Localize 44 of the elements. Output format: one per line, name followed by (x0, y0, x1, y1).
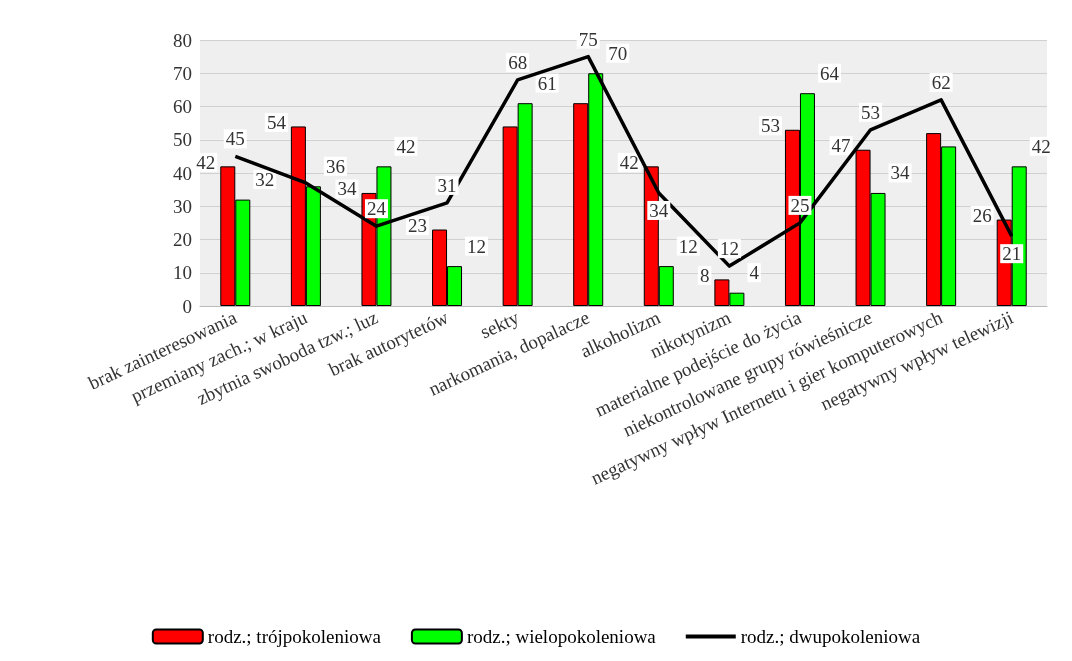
y-tick-label: 60 (173, 96, 192, 117)
data-label: 34 (649, 199, 669, 221)
data-label: 32 (255, 169, 275, 191)
data-label: 34 (337, 178, 357, 200)
data-label: 21 (1002, 243, 1022, 265)
data-label: 53 (861, 101, 881, 123)
y-tick-label: 20 (173, 229, 192, 250)
data-label: 42 (619, 151, 639, 173)
legend-label: rodz.; dwupokoleniowa (740, 626, 921, 647)
data-label: 62 (931, 71, 951, 93)
data-label: 70 (608, 42, 628, 64)
data-label: 45 (225, 128, 245, 150)
data-label: 34 (890, 162, 911, 184)
data-label: 23 (408, 215, 428, 237)
data-label: 42 (396, 135, 416, 157)
data-label: 12 (719, 238, 739, 260)
legend-label: rodz.; wielopokoleniowa (466, 626, 657, 647)
data-label: 24 (366, 198, 387, 220)
data-label: 26 (972, 205, 992, 227)
data-label: 64 (819, 62, 840, 84)
data-label: 31 (437, 174, 457, 196)
y-tick-label: 40 (173, 162, 192, 184)
data-label: 4 (749, 262, 760, 284)
data-label: 12 (467, 235, 487, 257)
y-tick-label: 10 (173, 262, 192, 284)
data-label: 42 (196, 151, 216, 173)
data-label: 68 (508, 51, 528, 73)
data-label: 8 (699, 264, 710, 286)
data-label: 42 (1031, 135, 1051, 157)
data-label: 61 (537, 72, 557, 94)
y-tick-label: 50 (173, 129, 192, 151)
y-tick-label: 30 (173, 195, 192, 217)
data-label: 54 (266, 111, 287, 133)
y-tick-label: 70 (173, 62, 192, 84)
data-label: 25 (790, 194, 810, 216)
x-tick-label: sekty (476, 306, 523, 343)
data-label: 12 (678, 235, 698, 257)
data-label: 47 (831, 135, 851, 157)
data-label: 75 (578, 28, 598, 50)
data-label: 53 (760, 115, 780, 137)
y-tick-label: 0 (182, 295, 192, 317)
data-label: 36 (325, 155, 345, 177)
y-tick-label: 80 (173, 29, 192, 51)
legend-label: rodz.; trójpokoleniowa (207, 626, 382, 647)
